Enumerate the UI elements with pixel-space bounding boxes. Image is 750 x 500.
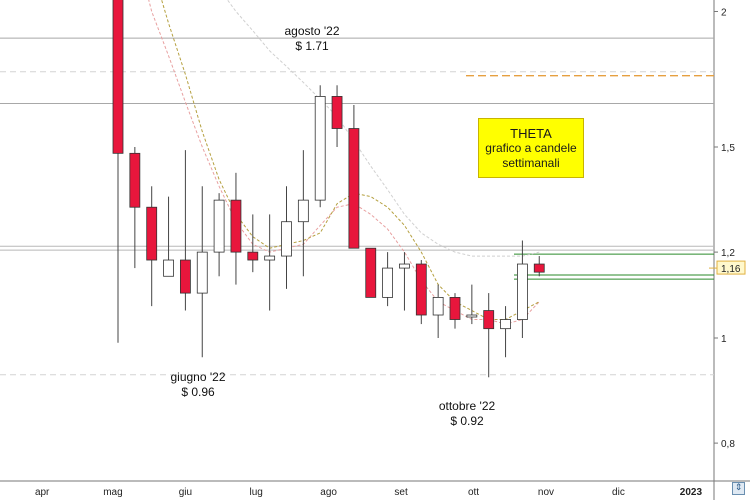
annotation-agosto: agosto '22 $ 1.71 <box>270 24 354 54</box>
y-tick-label-1: 2 <box>721 7 727 18</box>
candle-body-22 <box>466 314 478 318</box>
annotation-ottobre-price: $ 0.92 <box>450 414 484 428</box>
candle-body-20 <box>432 297 444 316</box>
candle-body-1 <box>112 0 124 154</box>
candle-body-14 <box>331 96 343 129</box>
x-tick-label-lug: lug <box>249 487 262 498</box>
x-tick-label-dic: dic <box>612 487 625 498</box>
candle-body-4 <box>163 259 174 277</box>
y-tick-label-4: 1 <box>721 334 727 345</box>
x-tick-label-set: set <box>394 487 408 498</box>
y-tick-label-3: 1,2 <box>721 248 735 259</box>
candle-body-23 <box>483 310 495 330</box>
x-tick-label-nov: nov <box>538 487 554 498</box>
candle-body-19 <box>415 263 427 316</box>
candle-body-13 <box>314 96 326 201</box>
candle-body-26 <box>533 263 545 273</box>
candle-body-5 <box>179 259 191 294</box>
candle-body-16 <box>365 247 377 298</box>
candle-body-8 <box>230 199 242 253</box>
x-tick-label-ott: ott <box>468 487 479 498</box>
candle-body-24 <box>500 319 511 330</box>
candle-body-12 <box>297 199 309 223</box>
annotation-giugno-date: giugno '22 <box>170 370 226 384</box>
annotation-ottobre: ottobre '22 $ 0.92 <box>424 399 510 429</box>
candle-body-2 <box>129 152 141 208</box>
x-tick-label-apr: apr <box>35 487 50 498</box>
x-tick-label-mag: mag <box>103 487 122 498</box>
candle-body-9 <box>247 251 259 261</box>
candle-body-25 <box>517 263 528 320</box>
y-tick-label-2: 1,5 <box>721 143 735 154</box>
x-tick-label-ago: ago <box>320 487 337 498</box>
candle-body-6 <box>196 251 208 294</box>
plot-area <box>112 0 545 378</box>
y-tick-label-5: 0,8 <box>721 439 735 450</box>
candle-body-17 <box>382 267 394 298</box>
candle-body-18 <box>399 263 410 269</box>
x-tick-label-2023: 2023 <box>680 487 703 498</box>
chart-title: THETA <box>510 125 552 141</box>
moving-average-line-1 <box>148 0 540 325</box>
candle-body-3 <box>146 206 158 261</box>
annotation-giugno-price: $ 0.96 <box>181 385 215 399</box>
last-price-label: 1,16 <box>721 264 741 275</box>
x-tick-label-giu: giu <box>179 487 192 498</box>
candle-body-10 <box>264 255 276 261</box>
scroll-button[interactable]: ⇕ <box>732 482 745 495</box>
annotation-agosto-date: agosto '22 <box>284 24 340 38</box>
chart-info-box: THETA grafico a candele settimanali <box>478 118 584 178</box>
candle-body-7 <box>213 199 225 253</box>
arrow-up-down-icon: ⇕ <box>734 483 743 493</box>
annotation-agosto-price: $ 1.71 <box>295 39 329 53</box>
moving-average-line-2 <box>161 0 540 320</box>
annotation-giugno: giugno '22 $ 0.96 <box>156 370 240 400</box>
candle-body-15 <box>348 128 360 249</box>
candle-body-21 <box>449 297 461 320</box>
annotation-ottobre-date: ottobre '22 <box>438 399 496 413</box>
chart-subtitle-line-1: grafico a candele <box>485 140 577 155</box>
chart-subtitle-line-2: settimanali <box>502 155 560 170</box>
candle-body-11 <box>281 221 292 257</box>
moving-average-line-3 <box>226 0 540 257</box>
